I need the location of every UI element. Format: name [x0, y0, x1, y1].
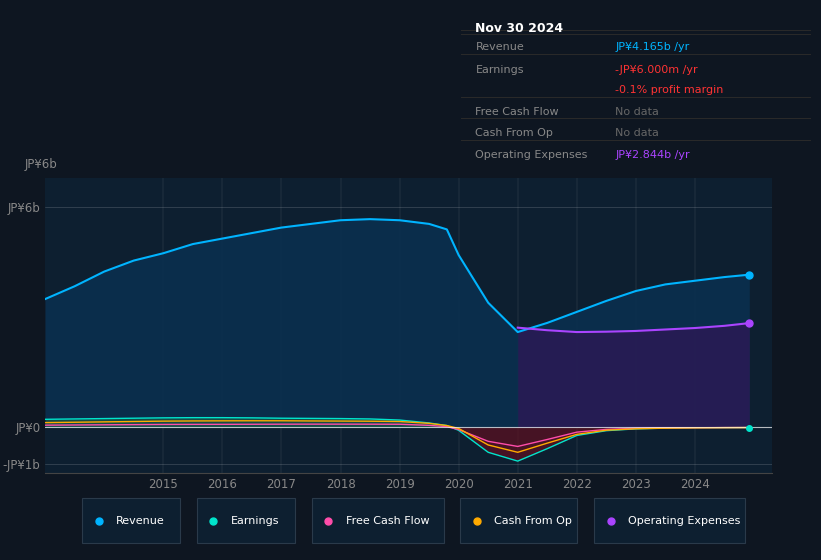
Text: Operating Expenses: Operating Expenses — [628, 516, 741, 526]
Text: Revenue: Revenue — [475, 42, 524, 52]
Text: JP¥4.165b /yr: JP¥4.165b /yr — [615, 42, 690, 52]
FancyBboxPatch shape — [461, 498, 577, 543]
Text: JP¥2.844b /yr: JP¥2.844b /yr — [615, 150, 690, 160]
Text: Operating Expenses: Operating Expenses — [475, 150, 588, 160]
Text: Cash From Op: Cash From Op — [494, 516, 572, 526]
FancyBboxPatch shape — [594, 498, 745, 543]
Text: Free Cash Flow: Free Cash Flow — [346, 516, 429, 526]
Text: Nov 30 2024: Nov 30 2024 — [475, 22, 563, 35]
Text: Cash From Op: Cash From Op — [475, 128, 553, 138]
Text: -0.1% profit margin: -0.1% profit margin — [615, 85, 723, 95]
Text: No data: No data — [615, 128, 659, 138]
Text: Earnings: Earnings — [231, 516, 279, 526]
FancyBboxPatch shape — [311, 498, 443, 543]
Text: Revenue: Revenue — [116, 516, 165, 526]
FancyBboxPatch shape — [197, 498, 295, 543]
Text: Earnings: Earnings — [475, 65, 524, 75]
Text: -JP¥6.000m /yr: -JP¥6.000m /yr — [615, 65, 698, 75]
FancyBboxPatch shape — [82, 498, 180, 543]
Text: Free Cash Flow: Free Cash Flow — [475, 107, 559, 116]
Text: No data: No data — [615, 107, 659, 116]
Text: JP¥6b: JP¥6b — [25, 158, 57, 171]
